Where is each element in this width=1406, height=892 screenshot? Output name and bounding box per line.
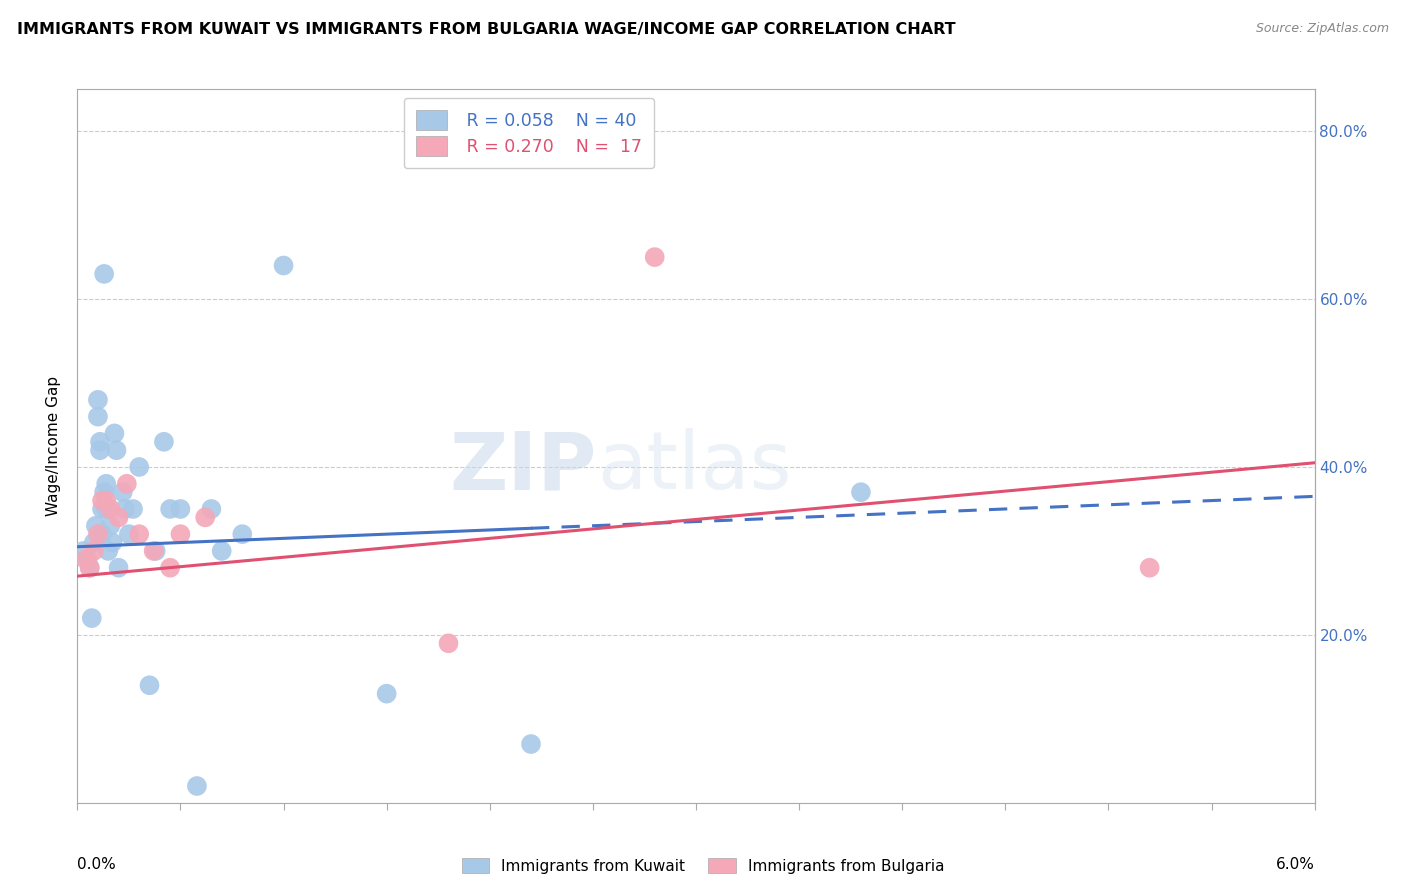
Text: atlas: atlas bbox=[598, 428, 792, 507]
Point bbox=[153, 434, 176, 449]
Point bbox=[200, 502, 222, 516]
Point bbox=[83, 544, 105, 558]
Point bbox=[89, 434, 111, 449]
Point bbox=[186, 779, 208, 793]
Text: 0.0%: 0.0% bbox=[77, 857, 117, 872]
Point bbox=[231, 527, 253, 541]
Point bbox=[169, 502, 191, 516]
Point bbox=[84, 518, 107, 533]
Point bbox=[849, 485, 872, 500]
Point bbox=[79, 560, 101, 574]
Point bbox=[138, 678, 160, 692]
Point bbox=[107, 510, 129, 524]
Legend: Immigrants from Kuwait, Immigrants from Bulgaria: Immigrants from Kuwait, Immigrants from … bbox=[456, 852, 950, 880]
Point bbox=[72, 544, 94, 558]
Point bbox=[91, 493, 114, 508]
Point bbox=[96, 502, 118, 516]
Point bbox=[107, 560, 129, 574]
Point bbox=[91, 527, 114, 541]
Y-axis label: Wage/Income Gap: Wage/Income Gap bbox=[46, 376, 62, 516]
Point bbox=[93, 485, 115, 500]
Point bbox=[128, 527, 150, 541]
Point bbox=[159, 502, 181, 516]
Point bbox=[96, 493, 118, 508]
Point bbox=[111, 485, 134, 500]
Point bbox=[91, 502, 114, 516]
Point bbox=[520, 737, 543, 751]
Text: 6.0%: 6.0% bbox=[1275, 857, 1315, 872]
Point bbox=[96, 476, 118, 491]
Point bbox=[375, 687, 398, 701]
Point bbox=[114, 502, 136, 516]
Point bbox=[98, 518, 121, 533]
Point bbox=[83, 535, 105, 549]
Text: Source: ZipAtlas.com: Source: ZipAtlas.com bbox=[1256, 22, 1389, 36]
Point bbox=[87, 392, 110, 407]
Point bbox=[98, 502, 121, 516]
Point bbox=[1139, 560, 1161, 574]
Point bbox=[122, 502, 145, 516]
Point bbox=[145, 544, 167, 558]
Point bbox=[159, 560, 181, 574]
Legend:  R = 0.058    N = 40,  R = 0.270    N =  17: R = 0.058 N = 40, R = 0.270 N = 17 bbox=[404, 98, 654, 169]
Point bbox=[93, 267, 115, 281]
Point bbox=[76, 552, 98, 566]
Point bbox=[89, 443, 111, 458]
Point bbox=[87, 409, 110, 424]
Point bbox=[142, 544, 165, 558]
Point bbox=[103, 426, 125, 441]
Text: ZIP: ZIP bbox=[450, 428, 598, 507]
Point bbox=[273, 259, 295, 273]
Point bbox=[80, 611, 103, 625]
Point bbox=[169, 527, 191, 541]
Point bbox=[437, 636, 460, 650]
Point bbox=[194, 510, 217, 524]
Point bbox=[87, 527, 110, 541]
Point bbox=[644, 250, 666, 264]
Point bbox=[75, 552, 97, 566]
Point bbox=[105, 443, 128, 458]
Point bbox=[79, 560, 101, 574]
Point bbox=[115, 476, 138, 491]
Point bbox=[118, 527, 141, 541]
Point bbox=[97, 544, 120, 558]
Point bbox=[128, 460, 150, 475]
Point bbox=[211, 544, 233, 558]
Text: IMMIGRANTS FROM KUWAIT VS IMMIGRANTS FROM BULGARIA WAGE/INCOME GAP CORRELATION C: IMMIGRANTS FROM KUWAIT VS IMMIGRANTS FRO… bbox=[17, 22, 956, 37]
Point bbox=[101, 535, 124, 549]
